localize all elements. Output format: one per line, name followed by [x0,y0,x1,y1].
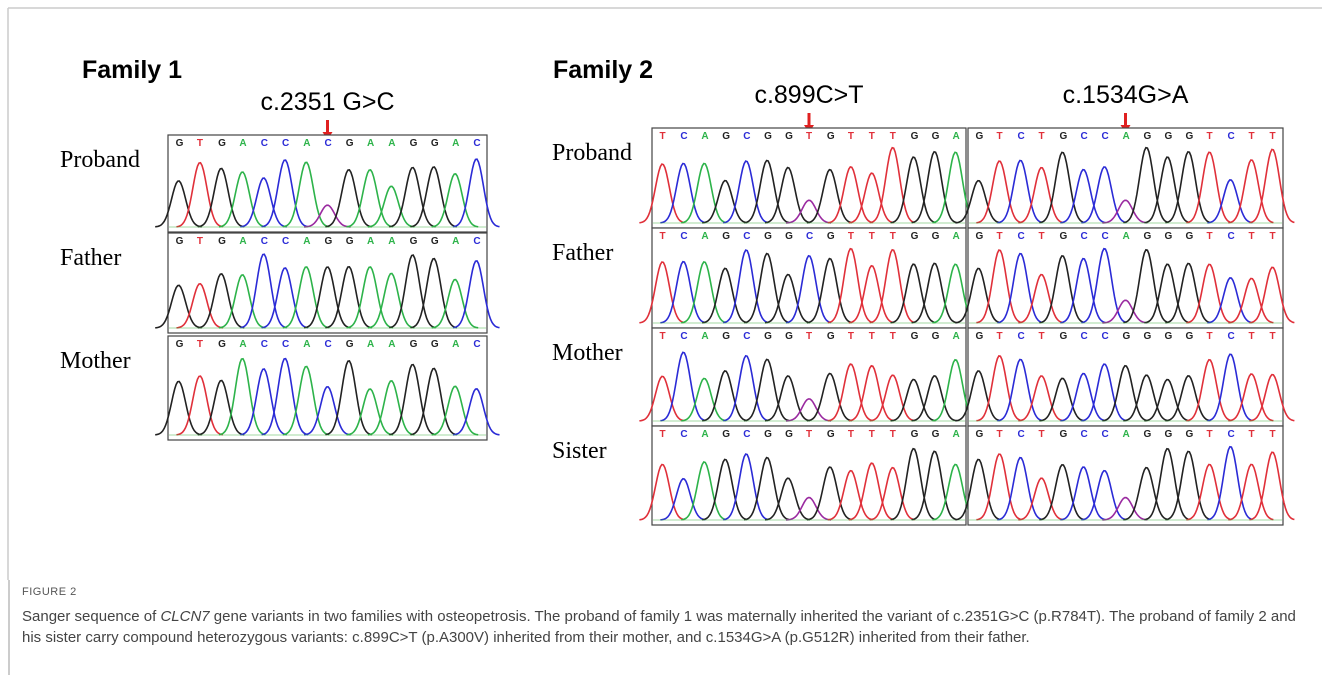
variant-label: c.2351 G>C [260,88,394,116]
caption-gene: CLCN7 [160,608,209,625]
row-label: Sister [552,438,607,464]
family-title: Family 1 [82,56,182,84]
family-title: Family 2 [553,56,653,84]
chromatogram-frame [968,228,1283,328]
row-label: Mother [552,340,623,366]
base-calls: TCAGCGGCGTTTGGA [659,231,959,242]
caption-text-start: Sanger sequence of [22,608,160,625]
variant-label: c.1534G>A [1063,81,1189,109]
frame-left-lower [8,580,10,675]
figure-page: Family 1 Proband Father Mother c.2351 G>C GTG… [0,0,1322,675]
row-label: Father [60,245,121,271]
caption: FIGURE 2 Sanger sequence of CLCN7 gene v… [22,582,1302,649]
row-label: Proband [60,147,140,173]
caption-label: FIGURE 2 [22,582,1302,604]
chromatogram-frame [652,328,966,426]
row-label: Father [552,240,613,266]
caption-text-end: gene variants in two families with osteo… [22,608,1296,647]
caption-text: Sanger sequence of CLCN7 gene variants i… [22,606,1302,649]
base-calls: GTGACCAGGAAGGAC [176,236,481,247]
variant-label: c.899C>T [754,81,863,109]
chromatogram-frame [168,233,487,333]
row-label: Mother [60,348,131,374]
row-label: Proband [552,140,632,166]
